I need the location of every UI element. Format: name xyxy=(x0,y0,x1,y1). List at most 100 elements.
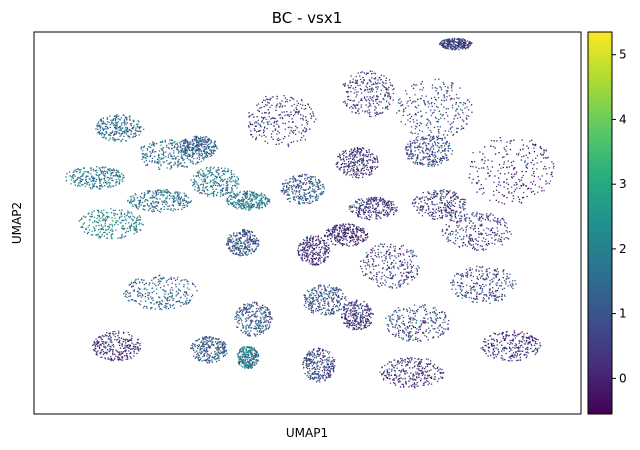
scatter-point xyxy=(254,193,256,195)
scatter-point xyxy=(255,320,257,322)
scatter-point xyxy=(360,81,363,83)
scatter-point xyxy=(357,148,359,150)
scatter-point xyxy=(370,97,372,99)
scatter-point xyxy=(93,210,95,212)
scatter-point xyxy=(131,286,133,288)
scatter-point xyxy=(104,176,106,178)
scatter-point xyxy=(152,191,154,193)
scatter-point xyxy=(188,145,190,147)
scatter-point xyxy=(112,122,114,124)
scatter-point xyxy=(250,130,252,132)
scatter-point xyxy=(122,138,124,140)
scatter-point xyxy=(178,204,180,206)
scatter-point xyxy=(173,145,175,147)
scatter-point xyxy=(319,249,322,251)
scatter-point xyxy=(231,242,233,244)
scatter-point xyxy=(328,247,330,249)
scatter-point xyxy=(293,184,295,186)
scatter-point xyxy=(171,204,174,206)
scatter-point xyxy=(311,115,313,117)
scatter-point xyxy=(281,100,283,102)
scatter-point xyxy=(199,148,201,150)
scatter-point xyxy=(186,144,188,147)
scatter-point xyxy=(377,79,379,81)
scatter-point xyxy=(135,299,137,302)
scatter-point xyxy=(342,166,345,168)
scatter-point xyxy=(110,234,112,236)
scatter-point xyxy=(259,194,262,196)
scatter-point xyxy=(139,201,142,204)
scatter-point xyxy=(201,175,203,177)
scatter-point xyxy=(246,249,249,251)
scatter-point xyxy=(298,196,300,198)
scatter-point xyxy=(345,165,347,168)
scatter-point xyxy=(184,206,186,209)
scatter-point xyxy=(124,213,126,215)
scatter-point xyxy=(135,282,137,285)
scatter-point xyxy=(246,324,248,326)
scatter-point xyxy=(306,122,308,124)
scatter-point xyxy=(143,128,145,131)
scatter-point xyxy=(321,246,323,248)
scatter-point xyxy=(96,209,99,212)
scatter-point xyxy=(253,128,255,130)
scatter-point xyxy=(302,130,304,132)
scatter-point xyxy=(281,141,283,144)
scatter-point xyxy=(311,176,313,178)
scatter-point xyxy=(102,228,104,231)
scatter-point xyxy=(249,366,251,368)
scatter-point xyxy=(238,315,240,317)
scatter-point xyxy=(372,153,374,156)
scatter-point xyxy=(157,278,160,281)
scatter-point xyxy=(78,184,80,186)
scatter-point xyxy=(300,185,302,187)
scatter-point xyxy=(93,216,96,218)
scatter-point xyxy=(191,156,193,158)
scatter-point xyxy=(320,262,322,264)
scatter-point xyxy=(116,130,118,132)
scatter-point xyxy=(235,182,237,184)
scatter-point xyxy=(186,155,188,157)
scatter-point xyxy=(115,229,117,231)
scatter-point xyxy=(73,180,75,182)
scatter-point xyxy=(225,171,227,173)
scatter-point xyxy=(138,292,141,294)
scatter-point xyxy=(316,252,319,254)
scatter-point xyxy=(291,105,293,107)
scatter-point xyxy=(242,356,244,358)
scatter-point xyxy=(122,332,125,334)
scatter-point xyxy=(130,339,132,341)
scatter-point xyxy=(365,154,367,156)
scatter-point xyxy=(278,106,281,108)
scatter-point xyxy=(117,351,119,353)
scatter-point xyxy=(281,106,283,108)
scatter-point xyxy=(194,180,196,182)
scatter-point xyxy=(203,146,205,148)
scatter-point xyxy=(373,157,375,159)
scatter-point xyxy=(210,175,212,177)
scatter-point xyxy=(106,341,108,343)
scatter-point xyxy=(165,198,167,200)
scatter-point xyxy=(235,253,237,255)
scatter-point xyxy=(269,99,271,101)
scatter-point xyxy=(236,187,238,189)
scatter-point xyxy=(99,173,101,176)
scatter-point xyxy=(77,185,79,187)
scatter-point xyxy=(94,345,97,348)
scatter-point xyxy=(136,217,138,220)
scatter-point xyxy=(256,239,258,241)
scatter-point xyxy=(217,351,219,353)
scatter-point xyxy=(388,79,391,81)
scatter-point xyxy=(213,178,215,180)
scatter-point xyxy=(176,164,178,166)
scatter-point xyxy=(98,235,100,237)
scatter-point xyxy=(98,176,100,178)
scatter-point xyxy=(260,192,263,194)
scatter-point xyxy=(234,206,236,208)
scatter-point xyxy=(182,151,184,153)
scatter-point xyxy=(129,227,131,230)
scatter-point xyxy=(208,139,210,142)
scatter-point xyxy=(202,343,204,345)
scatter-point xyxy=(176,278,178,280)
scatter-point xyxy=(370,159,372,161)
